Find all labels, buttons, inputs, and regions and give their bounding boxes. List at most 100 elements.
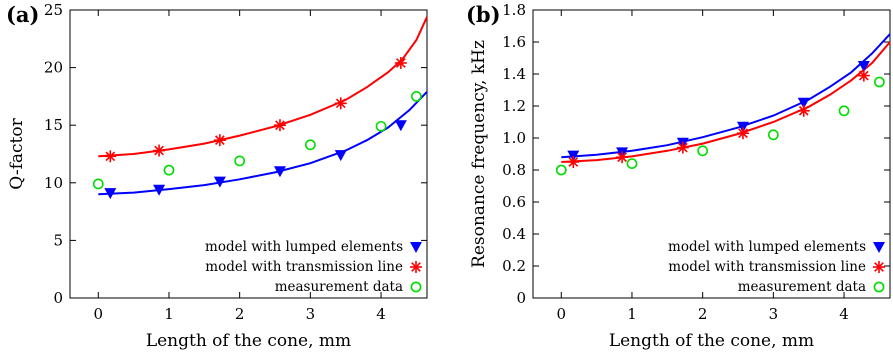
data-point-asterisk [334, 97, 347, 110]
data-point-triangle [797, 97, 810, 109]
x-tick-label: 3 [769, 305, 779, 323]
data-point-asterisk-stroke [395, 58, 406, 68]
fit-curve [98, 16, 428, 158]
panel-label: (a) [6, 2, 39, 27]
x-tick-label: 0 [94, 305, 104, 323]
legend-marker-circle [410, 281, 422, 293]
y-tick-label: 25 [44, 1, 63, 19]
legend-marker-asterisk [410, 261, 422, 273]
data-point-asterisk-stroke [105, 151, 116, 162]
x-tick-label: 1 [164, 305, 174, 323]
legend-marker-triangle [873, 242, 885, 253]
data-point-asterisk [736, 127, 749, 140]
data-point-asterisk-stroke [215, 135, 225, 146]
y-tick-label: 10 [44, 174, 63, 192]
data-point-triangle [213, 176, 226, 188]
plot-frame [532, 9, 891, 299]
data-point-circle [838, 105, 850, 117]
y-tick-label: 0 [53, 289, 63, 307]
x-tick-label: 2 [235, 305, 245, 323]
legend-label: model with lumped elements [205, 239, 403, 255]
y-axis-title: Resonance frequency, kHz [469, 40, 489, 268]
x-axis-title: Length of the cone, mm [146, 331, 351, 351]
panel-a: 0 1 2 3 4 0 5 10 15 20 25 Length of the cone, mm Q-f… [6, 1, 428, 351]
data-point-circle [767, 129, 779, 141]
series-2 [567, 69, 870, 168]
data-point-asterisk-stroke [335, 98, 346, 109]
legend-marker-triangle [410, 242, 422, 253]
legend-marker-asterisk [873, 261, 885, 273]
x-tick-label: 1 [627, 305, 637, 323]
data-point-asterisk [213, 134, 226, 147]
data-point-asterisk [104, 150, 117, 163]
data-point-asterisk-stroke [275, 120, 285, 131]
data-point-triangle [394, 120, 407, 132]
data-point-triangle [104, 188, 117, 200]
data-point-asterisk [153, 144, 166, 157]
data-point-circle [92, 178, 104, 190]
y-tick-label: 15 [44, 116, 63, 134]
data-point-circle [555, 164, 567, 176]
series-3 [555, 76, 885, 176]
x-tick-label: 4 [839, 305, 849, 323]
data-point-asterisk-stroke [154, 145, 164, 156]
data-point-triangle [857, 61, 870, 72]
legend-label: model with transmission line [205, 259, 403, 275]
legend-label: model with transmission line [668, 259, 866, 275]
y-tick-label: 0.6 [502, 193, 526, 211]
data-point-circle [234, 155, 246, 167]
data-point-asterisk-stroke [858, 70, 869, 81]
y-tick-label: 0 [516, 289, 526, 307]
legend-label: measurement data [275, 279, 403, 295]
data-point-asterisk-stroke [617, 152, 627, 163]
y-tick-label: 0.4 [502, 225, 526, 243]
series-1 [567, 61, 870, 162]
series-2 [104, 56, 407, 163]
x-tick-label: 4 [376, 305, 386, 323]
y-tick-label: 1.2 [502, 97, 526, 115]
y-tick-label: 0.8 [502, 161, 526, 179]
data-point-asterisk [797, 104, 810, 117]
legend-label: measurement data [738, 279, 866, 295]
data-point-circle [626, 158, 638, 169]
legend-marker-asterisk-stroke [411, 262, 421, 272]
data-point-asterisk [394, 56, 407, 69]
data-point-circle [873, 76, 885, 88]
plot-frame [69, 9, 428, 299]
data-point-circle [163, 164, 175, 176]
x-tick-label: 0 [557, 305, 567, 323]
series-3 [92, 91, 422, 190]
data-point-triangle [273, 166, 286, 178]
data-point-asterisk [567, 156, 580, 168]
y-tick-label: 20 [44, 59, 63, 77]
legend-marker-asterisk-stroke [874, 262, 884, 272]
data-point-asterisk-stroke [678, 142, 688, 153]
legend: model with lumped elements model with tra… [668, 239, 885, 295]
data-point-circle [375, 120, 387, 132]
y-tick-label: 1.0 [502, 129, 526, 147]
data-point-triangle [153, 184, 166, 196]
fit-curve [561, 41, 891, 163]
data-point-circle [697, 145, 709, 157]
legend-marker-circle [873, 281, 885, 293]
y-tick-label: 0.2 [502, 257, 526, 275]
panel-b: 0 1 2 3 4 0 0.2 0.4 0.6 0.8 1.0 1.2 1.4 1.6 1.8 Length … [466, 1, 891, 351]
x-axis-title: Length of the cone, mm [609, 331, 814, 351]
x-tick-label: 2 [698, 305, 708, 323]
y-axis-title: Q-factor [7, 117, 27, 189]
y-tick-label: 1.8 [502, 1, 526, 19]
legend-label: model with lumped elements [668, 239, 866, 255]
data-point-circle [304, 139, 316, 151]
series-1 [104, 120, 407, 200]
data-point-asterisk [616, 151, 629, 164]
data-point-asterisk [273, 119, 286, 132]
fit-curve [561, 33, 891, 159]
y-tick-label: 5 [53, 231, 63, 249]
data-point-asterisk [857, 69, 870, 82]
x-tick-label: 3 [306, 305, 316, 323]
data-point-asterisk-stroke [738, 128, 748, 139]
data-point-triangle [334, 150, 347, 162]
fit-curve [98, 91, 428, 196]
data-point-asterisk-stroke [798, 105, 809, 116]
